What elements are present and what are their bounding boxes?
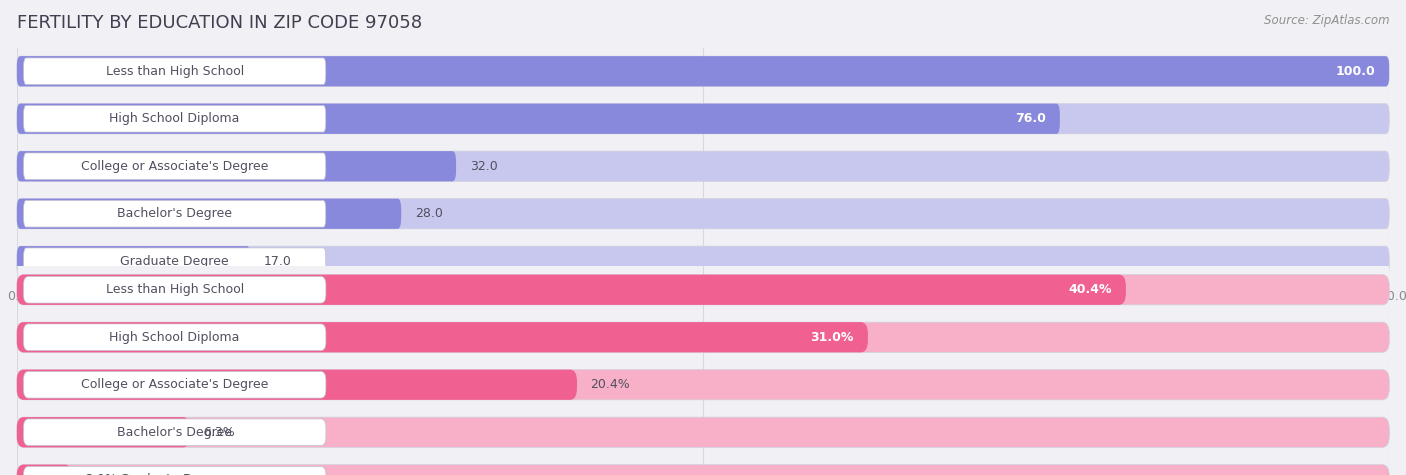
Text: Source: ZipAtlas.com: Source: ZipAtlas.com <box>1264 14 1389 27</box>
FancyBboxPatch shape <box>17 199 401 229</box>
FancyBboxPatch shape <box>17 322 868 352</box>
FancyBboxPatch shape <box>17 465 72 475</box>
Text: High School Diploma: High School Diploma <box>110 331 240 344</box>
FancyBboxPatch shape <box>17 199 1389 229</box>
Text: College or Associate's Degree: College or Associate's Degree <box>82 160 269 173</box>
Text: 28.0: 28.0 <box>415 207 443 220</box>
FancyBboxPatch shape <box>17 465 1389 475</box>
FancyBboxPatch shape <box>17 246 1389 276</box>
FancyBboxPatch shape <box>17 275 1126 305</box>
Text: Less than High School: Less than High School <box>105 65 243 78</box>
Text: FERTILITY BY EDUCATION IN ZIP CODE 97058: FERTILITY BY EDUCATION IN ZIP CODE 97058 <box>17 14 422 32</box>
FancyBboxPatch shape <box>17 104 1389 134</box>
FancyBboxPatch shape <box>17 370 576 400</box>
FancyBboxPatch shape <box>17 370 1389 400</box>
Text: 32.0: 32.0 <box>470 160 498 173</box>
FancyBboxPatch shape <box>17 104 1060 134</box>
FancyBboxPatch shape <box>24 419 326 446</box>
FancyBboxPatch shape <box>24 276 326 303</box>
Text: Graduate Degree: Graduate Degree <box>121 473 229 475</box>
FancyBboxPatch shape <box>17 151 456 181</box>
FancyBboxPatch shape <box>17 322 1389 352</box>
FancyBboxPatch shape <box>17 275 1389 305</box>
Text: High School Diploma: High School Diploma <box>110 112 240 125</box>
Text: 31.0%: 31.0% <box>811 331 853 344</box>
FancyBboxPatch shape <box>17 246 250 276</box>
FancyBboxPatch shape <box>24 248 326 275</box>
Text: 2.0%: 2.0% <box>86 473 117 475</box>
Text: 76.0: 76.0 <box>1015 112 1046 125</box>
Text: Graduate Degree: Graduate Degree <box>121 255 229 268</box>
FancyBboxPatch shape <box>24 466 326 475</box>
Text: College or Associate's Degree: College or Associate's Degree <box>82 378 269 391</box>
Text: 20.4%: 20.4% <box>591 378 630 391</box>
Text: 40.4%: 40.4% <box>1069 283 1112 296</box>
FancyBboxPatch shape <box>17 56 1389 86</box>
FancyBboxPatch shape <box>17 151 1389 181</box>
Text: 6.3%: 6.3% <box>204 426 235 439</box>
FancyBboxPatch shape <box>24 200 326 227</box>
Text: Bachelor's Degree: Bachelor's Degree <box>117 207 232 220</box>
FancyBboxPatch shape <box>24 324 326 351</box>
Text: Less than High School: Less than High School <box>105 283 243 296</box>
FancyBboxPatch shape <box>24 371 326 398</box>
Text: 17.0: 17.0 <box>264 255 292 268</box>
FancyBboxPatch shape <box>17 417 190 447</box>
FancyBboxPatch shape <box>24 105 326 132</box>
FancyBboxPatch shape <box>24 153 326 180</box>
FancyBboxPatch shape <box>17 56 1389 86</box>
FancyBboxPatch shape <box>24 58 326 85</box>
Text: 100.0: 100.0 <box>1336 65 1375 78</box>
FancyBboxPatch shape <box>17 417 1389 447</box>
Text: Bachelor's Degree: Bachelor's Degree <box>117 426 232 439</box>
